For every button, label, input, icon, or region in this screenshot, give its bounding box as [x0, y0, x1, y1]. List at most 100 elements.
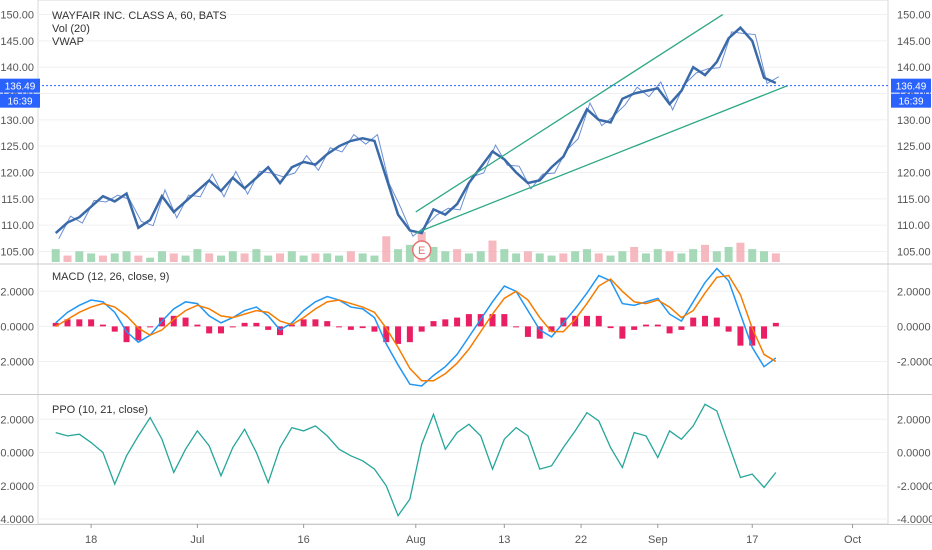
price-tag-right-bg [891, 78, 931, 93]
price-tick-label-left: 130.00 [0, 115, 34, 127]
volume-bar [712, 251, 721, 262]
volume-bar [441, 251, 450, 262]
volume-bar [606, 255, 615, 262]
macd-histogram-bar [123, 326, 130, 343]
macd-histogram-bar [64, 319, 71, 327]
price-tick-label-right: 105.00 [897, 246, 931, 258]
macd-histogram-bar [359, 326, 366, 329]
macd-histogram-bar [52, 322, 59, 327]
volume-bar [51, 249, 60, 262]
macd-histogram-bar [194, 324, 201, 327]
macd-histogram-bar [182, 317, 189, 327]
macd-histogram-bar [371, 326, 378, 332]
macd-histogram-bar [324, 321, 331, 327]
macd-tick-label-right: -2.0000 [897, 356, 932, 368]
macd-histogram-bar [99, 324, 106, 327]
macd-histogram-bar [265, 326, 272, 330]
macd-histogram-bar [253, 322, 260, 327]
macd-legend: MACD (12, 26, close, 9) [52, 271, 170, 283]
macd-histogram-bar [702, 315, 709, 327]
macd-histogram-bar [690, 317, 697, 327]
volume-bar [394, 249, 403, 262]
volume-bar [358, 253, 367, 262]
close-price-line [58, 31, 780, 240]
macd-histogram-bar [300, 319, 307, 327]
volume-bar [146, 257, 155, 262]
price-tag-left: 136.49 [5, 82, 36, 93]
macd-histogram-bar [642, 324, 649, 327]
volume-bar [110, 253, 119, 262]
price-tick-label-left: 125.00 [0, 141, 34, 153]
volume-bar [748, 249, 757, 262]
macd-histogram-bar [170, 315, 177, 327]
macd-histogram-bar [288, 324, 295, 327]
price-tick-label-left: 150.00 [0, 10, 34, 22]
macd-tick-label-left: 2.0000 [0, 286, 34, 298]
volume-bar [677, 253, 686, 262]
macd-histogram-bar [548, 326, 555, 332]
volume-bar [736, 242, 745, 262]
signal-line [55, 274, 777, 382]
macd-histogram-bar [761, 326, 768, 339]
time-tick-label: 22 [575, 534, 587, 546]
price-tick-label-left: 140.00 [0, 62, 34, 74]
volume-bar [523, 251, 532, 262]
ppo-line [55, 403, 777, 518]
volume-bar [547, 255, 556, 262]
volume-bar [535, 253, 544, 262]
price-tag-left-time-bg [0, 93, 40, 108]
macd-histogram-bar [88, 319, 95, 327]
volume-bar [87, 253, 96, 262]
ppo-tick-label-left: -2.0000 [0, 481, 34, 493]
volume-bar [571, 251, 580, 262]
ppo-tick-label-left: 0.0000 [0, 448, 34, 460]
countdown-label: 16:39 [898, 97, 923, 108]
countdown-label: 16:39 [7, 97, 32, 108]
volume-bar [370, 255, 379, 262]
price-tick-label-right: 120.00 [897, 167, 931, 179]
volume-bar [724, 247, 733, 262]
price-tick-label-right: 115.00 [897, 194, 930, 206]
price-tick-label-right: 110.00 [897, 220, 930, 232]
volume-bar [488, 240, 497, 262]
macd-histogram-bar [217, 326, 224, 334]
ppo-tick-label-right: 0.0000 [897, 448, 931, 460]
price-tick-label-right: 145.00 [897, 36, 931, 48]
macd-histogram-bar [713, 317, 720, 327]
ppo-tick-label-right: -4.0000 [897, 514, 932, 526]
earnings-marker [411, 240, 432, 260]
volume-bar [240, 253, 249, 262]
volume-bar [653, 249, 662, 262]
time-tick-label: Jul [190, 534, 204, 546]
price-tick-label-left: 110.00 [1, 220, 34, 232]
volume-bar [63, 255, 72, 262]
macd-histogram-bar [430, 321, 437, 327]
volume-bar [335, 255, 344, 262]
macd-histogram-bar [111, 326, 118, 332]
trendline [415, 85, 788, 234]
macd-histogram-bar [607, 326, 614, 329]
macd-histogram-bar [229, 326, 236, 328]
volume-bar [205, 253, 214, 262]
time-tick-label: 17 [746, 534, 758, 546]
volume-bar [157, 251, 166, 262]
macd-histogram-bar [572, 315, 579, 327]
macd-histogram-bar [678, 326, 685, 330]
ppo-tick-label-right: -2.0000 [897, 481, 932, 493]
macd-histogram-bar [147, 326, 154, 328]
macd-histogram-bar [206, 326, 213, 334]
volume-bar [346, 251, 355, 262]
price-tag-right-time-bg [891, 93, 931, 108]
price-tick-label-left: 145.00 [0, 36, 34, 48]
time-tick-label: Sep [648, 534, 668, 546]
time-tick-label: 18 [85, 534, 97, 546]
macd-histogram-bar [312, 319, 319, 327]
macd-histogram-bar [619, 326, 626, 339]
ppo-legend: PPO (10, 21, close) [52, 404, 148, 416]
price-tick-label-right: 125.00 [897, 141, 931, 153]
volume-bar [228, 251, 237, 262]
price-tag-right: 136.49 [896, 82, 927, 93]
macd-histogram-bar [383, 326, 390, 343]
macd-histogram-bar [725, 326, 732, 332]
